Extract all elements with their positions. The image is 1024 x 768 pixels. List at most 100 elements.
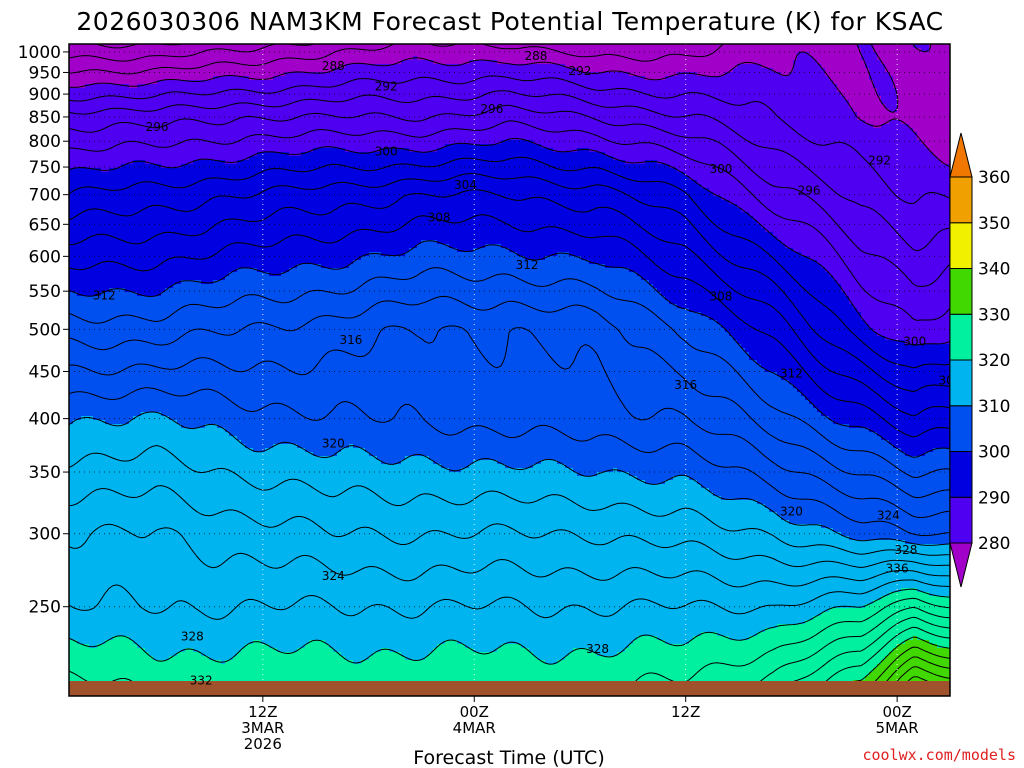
filled-cell bbox=[69, 400, 810, 405]
contour-label: 328 bbox=[586, 642, 609, 656]
filled-cell bbox=[249, 76, 274, 81]
filled-cell bbox=[69, 520, 790, 525]
filled-cell bbox=[69, 236, 778, 241]
filled-cell bbox=[109, 288, 126, 293]
filled-cell bbox=[817, 60, 866, 65]
filled-cell bbox=[69, 636, 114, 641]
filled-cell bbox=[885, 336, 950, 341]
filled-cell bbox=[717, 632, 758, 637]
filled-cell bbox=[793, 68, 826, 73]
filled-cell bbox=[629, 644, 898, 649]
colorbar-segment bbox=[949, 268, 973, 315]
filled-cell bbox=[333, 68, 578, 73]
filled-cell bbox=[817, 260, 950, 265]
filled-cell bbox=[365, 448, 902, 453]
contour-line-298 bbox=[69, 120, 950, 321]
contour-label-text: 304 bbox=[454, 178, 477, 192]
contour-label-text: 308 bbox=[428, 211, 451, 225]
filled-cell bbox=[433, 460, 474, 465]
contour-label-text: 336 bbox=[886, 562, 909, 576]
filled-cell bbox=[69, 308, 690, 313]
filled-cell bbox=[901, 448, 934, 453]
filled-cell bbox=[97, 644, 138, 649]
filled-cell bbox=[241, 648, 278, 653]
plot-area: 332 328 328 324 336 328 324 320 316 320 312 308 316 3… bbox=[69, 44, 950, 696]
filled-cell bbox=[497, 648, 530, 653]
filled-cell bbox=[761, 364, 950, 369]
filled-cell bbox=[69, 44, 858, 49]
filled-cell bbox=[501, 244, 786, 249]
contour-label-text: 292 bbox=[375, 80, 398, 94]
filled-cell bbox=[661, 292, 846, 297]
filled-cell bbox=[69, 384, 794, 389]
filled-cell bbox=[69, 160, 134, 165]
contour-label: 316 bbox=[674, 378, 697, 392]
filled-cell bbox=[841, 532, 950, 537]
filled-cell bbox=[793, 64, 822, 69]
filled-cell bbox=[69, 632, 702, 637]
filled-cell bbox=[889, 120, 902, 125]
filled-cell bbox=[69, 644, 90, 649]
filled-cell bbox=[77, 640, 106, 645]
filled-cell bbox=[461, 468, 574, 473]
filled-cell bbox=[893, 80, 950, 85]
filled-cell bbox=[533, 140, 922, 145]
filled-cell bbox=[833, 80, 874, 85]
filled-cell bbox=[781, 72, 790, 77]
x-tick-label: 3MAR bbox=[241, 719, 284, 737]
filled-cell bbox=[861, 316, 950, 321]
filled-cell bbox=[885, 64, 950, 69]
filled-cell bbox=[69, 500, 758, 505]
contour-label: 312 bbox=[780, 366, 803, 380]
contour-line-286 bbox=[69, 44, 315, 62]
filled-cell bbox=[265, 448, 306, 453]
filled-cell bbox=[625, 648, 894, 653]
filled-cell bbox=[381, 460, 402, 465]
y-tick-label: 600 bbox=[29, 247, 61, 267]
filled-cell bbox=[653, 284, 842, 289]
filled-cell bbox=[673, 476, 690, 481]
filled-cell bbox=[737, 64, 762, 69]
filled-cell bbox=[69, 304, 678, 309]
filled-cell bbox=[329, 644, 438, 649]
filled-cell bbox=[497, 460, 542, 465]
filled-cell bbox=[645, 76, 666, 81]
filled-cell bbox=[185, 648, 194, 653]
filled-cell bbox=[69, 220, 758, 225]
filled-cell bbox=[589, 148, 930, 153]
filled-cell bbox=[865, 60, 882, 65]
contour-label: 288 bbox=[524, 49, 547, 63]
filled-cell bbox=[237, 652, 342, 657]
filled-cell bbox=[297, 264, 322, 269]
contour-label-text: 300 bbox=[903, 335, 926, 349]
filled-cell bbox=[637, 272, 830, 277]
filled-cell bbox=[69, 608, 830, 613]
filled-cell bbox=[597, 652, 618, 657]
colorbar-label: 350 bbox=[978, 214, 1010, 234]
filled-cell bbox=[881, 660, 950, 665]
filled-cell bbox=[213, 76, 250, 81]
contour-line-304 bbox=[69, 173, 950, 392]
filled-cell bbox=[765, 228, 950, 233]
filled-cell bbox=[905, 340, 950, 345]
contour-label: 300 bbox=[375, 144, 398, 158]
filled-cell bbox=[69, 104, 850, 109]
filled-cell bbox=[893, 76, 950, 81]
filled-cell bbox=[69, 92, 842, 97]
filled-cell bbox=[69, 52, 798, 57]
contour-label: 320 bbox=[780, 505, 803, 519]
filled-cell bbox=[69, 600, 874, 605]
filled-cell bbox=[429, 456, 950, 461]
filled-cell bbox=[337, 452, 370, 457]
filled-cell bbox=[881, 100, 898, 105]
filled-cell bbox=[129, 420, 178, 425]
y-tick-label: 750 bbox=[29, 158, 61, 178]
filled-cell bbox=[429, 652, 534, 657]
filled-cell bbox=[253, 448, 266, 453]
filled-cell bbox=[717, 320, 866, 325]
filled-cell bbox=[69, 460, 382, 465]
filled-cell bbox=[889, 72, 950, 77]
filled-cell bbox=[377, 456, 406, 461]
contour-label: 292 bbox=[868, 154, 891, 168]
credit-link[interactable]: coolwx.com/models bbox=[862, 746, 1016, 764]
